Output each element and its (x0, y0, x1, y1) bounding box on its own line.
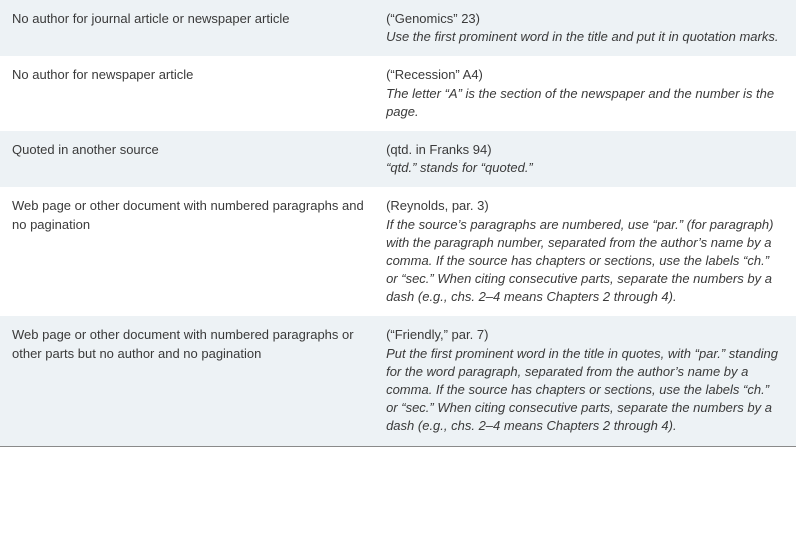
row-description: Quoted in another source (0, 131, 382, 187)
row-detail: (“Genomics” 23) Use the first prominent … (382, 0, 796, 56)
row-description: No author for newspaper article (0, 56, 382, 131)
citation-example: (“Recession” A4) (386, 66, 784, 84)
citation-example: (“Friendly,” par. 7) (386, 326, 784, 344)
citation-example: (qtd. in Franks 94) (386, 141, 784, 159)
citation-note: “qtd.” stands for “quoted.” (386, 159, 784, 177)
citation-note: Put the first prominent word in the titl… (386, 345, 784, 436)
table-row: No author for newspaper article (“Recess… (0, 56, 796, 131)
row-detail: (“Recession” A4) The letter “A” is the s… (382, 56, 796, 131)
citation-table: No author for journal article or newspap… (0, 0, 796, 447)
row-detail: (Reynolds, par. 3) If the source’s parag… (382, 187, 796, 316)
row-detail: (qtd. in Franks 94) “qtd.” stands for “q… (382, 131, 796, 187)
citation-example: (Reynolds, par. 3) (386, 197, 784, 215)
table-row: Quoted in another source (qtd. in Franks… (0, 131, 796, 187)
row-description: No author for journal article or newspap… (0, 0, 382, 56)
citation-note: The letter “A” is the section of the new… (386, 85, 784, 121)
table-row: No author for journal article or newspap… (0, 0, 796, 56)
citation-example: (“Genomics” 23) (386, 10, 784, 28)
table-row: Web page or other document with numbered… (0, 187, 796, 316)
citation-note: Use the first prominent word in the titl… (386, 28, 784, 46)
row-description: Web page or other document with numbered… (0, 187, 382, 316)
table-row: Web page or other document with numbered… (0, 316, 796, 446)
row-detail: (“Friendly,” par. 7) Put the first promi… (382, 316, 796, 445)
citation-note: If the source’s paragraphs are numbered,… (386, 216, 784, 307)
row-description: Web page or other document with numbered… (0, 316, 382, 445)
